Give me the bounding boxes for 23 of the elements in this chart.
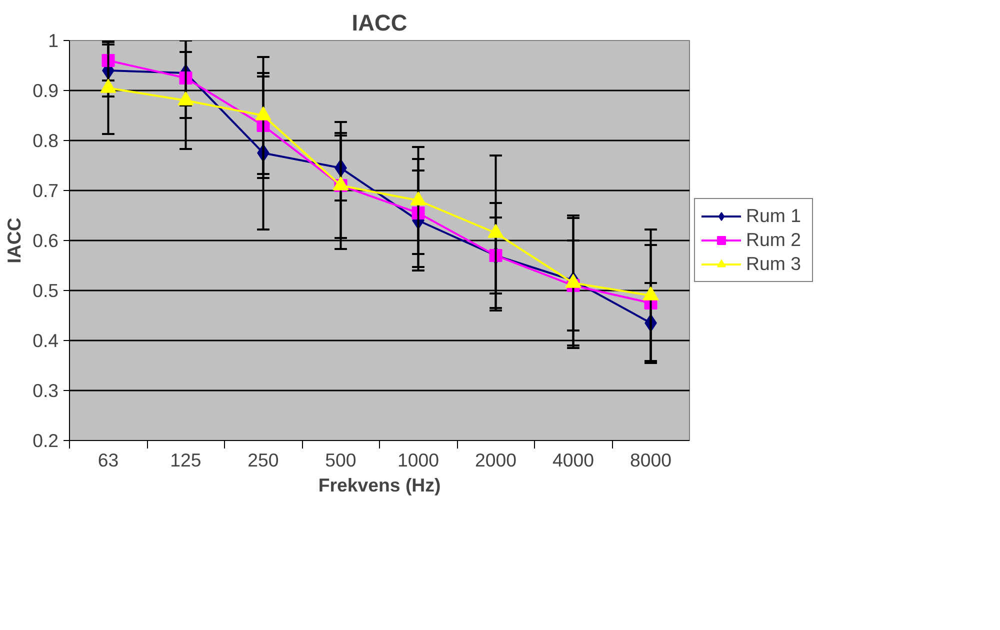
y-tick-label: 0.5 (32, 280, 59, 301)
x-tick-label: 500 (325, 450, 356, 470)
legend-label: Rum 1 (746, 205, 802, 227)
y-tick-label: 0.2 (32, 430, 59, 451)
x-axis-title: Frekvens (Hz) (318, 474, 441, 496)
chart-title: IACC (352, 10, 408, 36)
y-tick-label: 0.6 (32, 230, 59, 251)
legend-label: Rum 2 (746, 229, 802, 251)
y-tick-label: 0.9 (32, 80, 59, 101)
x-tick-label: 250 (248, 450, 279, 470)
x-tick-label: 1000 (398, 450, 440, 470)
y-axis-title: IACC (4, 218, 25, 264)
x-tick-label: 125 (170, 450, 202, 470)
y-tick-label: 0.4 (32, 330, 59, 351)
y-tick-label: 1 (48, 30, 59, 51)
y-tick-label: 0.8 (32, 130, 59, 151)
y-tick-label: 0.3 (32, 380, 59, 401)
legend-label: Rum 3 (746, 253, 802, 275)
x-tick-label: 63 (98, 450, 119, 470)
x-tick-label: 4000 (552, 450, 594, 470)
x-tick-label: 2000 (475, 450, 517, 470)
y-tick-label: 0.7 (32, 180, 59, 201)
x-tick-label: 8000 (630, 450, 672, 470)
